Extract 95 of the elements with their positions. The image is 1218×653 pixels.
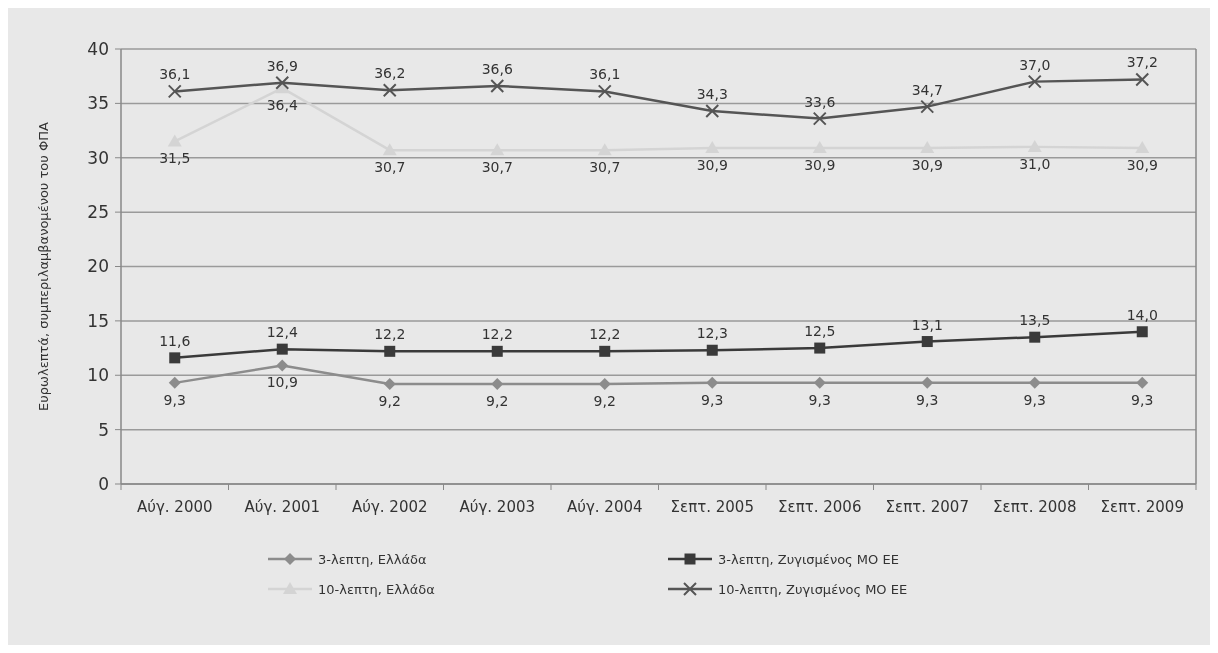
y-tick-label: 40 <box>87 38 109 59</box>
point <box>382 143 397 156</box>
data-label: 12,2 <box>589 326 621 343</box>
data-label: 13,1 <box>911 316 943 333</box>
point <box>599 345 611 357</box>
data-label: 10,9 <box>266 374 298 391</box>
data-label: 37,0 <box>1019 56 1051 73</box>
x-tick-label: Αύγ. 2003 <box>459 498 536 516</box>
data-label: 36,1 <box>159 66 191 83</box>
data-label: 37,2 <box>1126 54 1158 71</box>
point <box>921 376 934 389</box>
point <box>167 84 182 99</box>
point <box>597 84 612 99</box>
data-label: 36,4 <box>266 97 298 114</box>
legend-label: 10-λεπτη, Ελλάδα <box>318 581 435 597</box>
data-label: 12,4 <box>266 324 298 341</box>
data-label: 31,5 <box>159 150 191 167</box>
y-tick-label: 30 <box>87 147 109 168</box>
y-tick-label: 35 <box>87 93 109 114</box>
point <box>597 143 612 156</box>
point <box>491 345 503 357</box>
data-label: 30,7 <box>374 159 406 176</box>
data-label: 12,2 <box>481 326 513 343</box>
x-tick-label: Σεπτ. 2006 <box>778 498 862 516</box>
point <box>490 143 505 156</box>
data-label: 12,2 <box>374 326 406 343</box>
data-label: 34,7 <box>911 81 943 98</box>
data-label: 12,5 <box>804 323 836 340</box>
y-tick-label: 10 <box>87 365 109 386</box>
x-tick-label: Αύγ. 2001 <box>244 498 321 516</box>
data-label: 9,3 <box>808 391 831 408</box>
point <box>1136 326 1148 338</box>
data-label: 36,2 <box>374 65 406 82</box>
x-tick-label: Αύγ. 2002 <box>351 498 428 516</box>
point <box>168 376 181 389</box>
point <box>814 342 826 354</box>
legend-label: 10-λεπτη, Ζυγισμένος ΜΟ ΕΕ <box>718 581 908 597</box>
point <box>813 376 826 389</box>
data-label: 9,2 <box>486 392 509 409</box>
data-label: 9,3 <box>163 391 186 408</box>
point <box>1136 376 1149 389</box>
x-tick-label: Αύγ. 2004 <box>566 498 643 516</box>
point <box>921 336 933 348</box>
point <box>276 359 289 372</box>
point <box>1027 74 1042 89</box>
point <box>920 99 935 114</box>
y-axis-title: Ευρωλεπτά, συμπεριλαμβανομένου του ΦΠΑ <box>36 122 51 411</box>
x-tick-label: Σεπτ. 2005 <box>670 498 754 516</box>
x-tick-label: Σεπτ. 2007 <box>885 498 969 516</box>
legend-label: 3-λεπτη, Ελλάδα <box>318 551 427 567</box>
data-label: 9,2 <box>593 392 616 409</box>
x-tick-label: Σεπτ. 2008 <box>993 498 1077 516</box>
data-label: 34,3 <box>696 85 728 102</box>
data-label: 30,9 <box>804 156 836 173</box>
data-label: 13,5 <box>1019 312 1051 329</box>
point <box>706 344 718 356</box>
y-tick-label: 15 <box>87 310 109 331</box>
data-label: 31,0 <box>1019 155 1051 172</box>
point <box>382 83 397 98</box>
point <box>276 343 288 355</box>
point <box>706 376 719 389</box>
data-label: 11,6 <box>159 332 191 349</box>
data-label: 14,0 <box>1126 306 1158 323</box>
point <box>275 75 290 90</box>
x-tick-label: Σεπτ. 2009 <box>1100 498 1184 516</box>
data-label: 30,9 <box>1126 156 1158 173</box>
data-label: 9,3 <box>1131 391 1154 408</box>
data-label: 30,9 <box>911 156 943 173</box>
point <box>705 103 720 118</box>
data-label: 9,2 <box>378 392 401 409</box>
point <box>384 345 396 357</box>
data-label: 12,3 <box>696 325 728 342</box>
data-label: 36,6 <box>481 60 513 77</box>
data-label: 30,7 <box>589 159 621 176</box>
point <box>812 111 827 126</box>
data-label: 9,3 <box>916 391 939 408</box>
data-label: 36,9 <box>266 57 298 74</box>
legend-label: 3-λεπτη, Ζυγισμένος ΜΟ ΕΕ <box>718 551 899 567</box>
data-label: 30,9 <box>696 156 728 173</box>
y-tick-label: 25 <box>87 202 109 223</box>
point <box>1028 376 1041 389</box>
data-label: 9,3 <box>1023 391 1046 408</box>
data-label: 30,7 <box>481 159 513 176</box>
y-tick-label: 0 <box>98 473 109 494</box>
point <box>1135 72 1150 87</box>
data-label: 9,3 <box>701 391 724 408</box>
y-tick-label: 5 <box>98 419 109 440</box>
x-tick-label: Αύγ. 2000 <box>136 498 213 516</box>
point <box>383 377 396 390</box>
data-label: 33,6 <box>804 93 836 110</box>
point <box>1029 331 1041 343</box>
data-label: 36,1 <box>589 66 621 83</box>
point <box>490 78 505 93</box>
y-tick-label: 20 <box>87 256 109 277</box>
point <box>169 352 181 364</box>
